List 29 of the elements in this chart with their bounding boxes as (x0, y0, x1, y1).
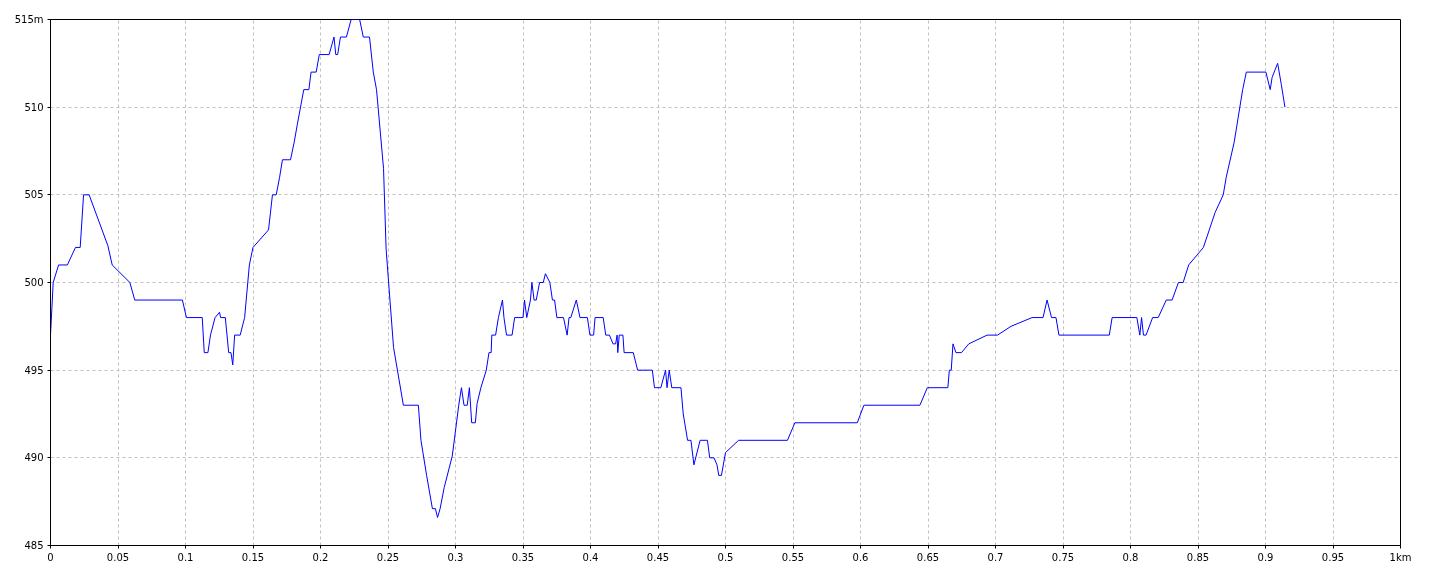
x-tick-label: 0.35 (511, 551, 535, 563)
x-tick-label: 0.55 (781, 551, 805, 563)
x-tick-label: 0.5 (717, 551, 734, 563)
y-tick-label: 485 (24, 540, 44, 551)
x-tick-label: 0.15 (241, 551, 265, 563)
y-tick-label: 510 (24, 101, 44, 113)
x-tick-label: 0.05 (106, 551, 130, 563)
x-tick-label: 0.9 (1257, 551, 1274, 563)
line-series (50, 19, 1286, 518)
x-tick-label: 0.4 (582, 551, 599, 563)
x-tick-label: 0 (47, 551, 54, 563)
x-tick-label: 0.25 (376, 551, 400, 563)
x-tick-label: 0.95 (1321, 551, 1345, 563)
x-tick-label: 0.1 (177, 551, 194, 563)
y-tick-label: 495 (24, 364, 44, 376)
x-tick-label: 0.75 (1051, 551, 1075, 563)
y-tick-label: 515m (14, 14, 44, 25)
y-tick-label: 500 (24, 277, 44, 288)
x-tick-label: 0.85 (1186, 551, 1210, 563)
y-tick-label: 505 (24, 189, 44, 201)
y-tick-label: 490 (24, 452, 44, 464)
x-tick-label: 0.6 (852, 551, 869, 563)
x-tick-label: 0.45 (646, 551, 670, 563)
x-tick-label: 0.3 (447, 551, 464, 563)
x-tick-label: 0.8 (1122, 551, 1139, 563)
x-tick-label: 0.65 (916, 551, 940, 563)
x-tick-label: 0.2 (312, 551, 329, 563)
x-tick-label: 1km (1389, 551, 1412, 563)
x-tick-label: 0.7 (987, 551, 1004, 563)
